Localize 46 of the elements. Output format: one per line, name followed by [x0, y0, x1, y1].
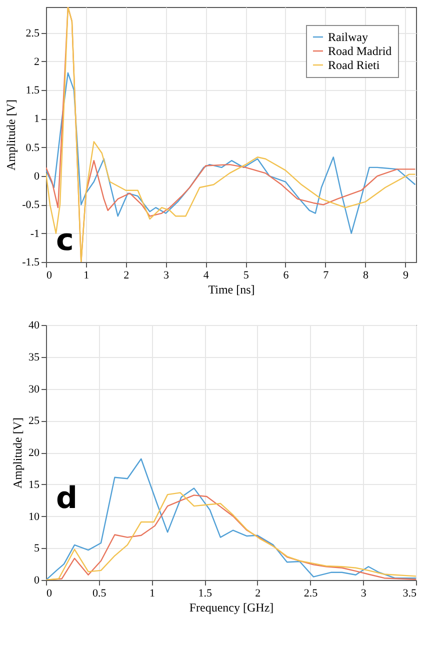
- y-tick-label: -0.5: [22, 199, 40, 212]
- y-tick-label: 15: [28, 478, 40, 491]
- line-series: [46, 72, 416, 234]
- legend-label: Road Rieti: [328, 58, 380, 72]
- y-tick-label: -1: [30, 228, 40, 240]
- x-tick-label: 2.5: [304, 588, 318, 600]
- y-tick-label: 40: [28, 320, 40, 332]
- x-tick-label: 3.5: [402, 588, 417, 600]
- y-tick-label: 20: [28, 447, 40, 459]
- y-tick-label: 0: [34, 170, 40, 183]
- x-tick-label: 3: [163, 270, 170, 282]
- y-tick-label: 5: [34, 542, 40, 555]
- x-tick-label: 1: [149, 588, 155, 600]
- x-tick-label: 0.5: [92, 588, 107, 600]
- x-tick-label: 6: [283, 270, 290, 282]
- y-tick-label: 2: [34, 56, 40, 68]
- y-tick-label: 1: [34, 113, 40, 126]
- x-tick-label: 4: [203, 270, 210, 282]
- x-tick-label: 2: [255, 588, 261, 600]
- x-axis-title: Frequency [GHz]: [189, 600, 274, 614]
- x-tick-label: 0: [46, 270, 52, 282]
- y-tick-label: 10: [28, 510, 40, 523]
- x-tick-label: 1.5: [198, 588, 212, 600]
- x-tick-label: 0: [46, 588, 52, 600]
- y-tick-label: 0.5: [26, 142, 40, 154]
- y-axis-title: Amplitude [V]: [4, 100, 18, 170]
- y-axis-title: Amplitude [V]: [10, 418, 24, 488]
- annotation: d: [56, 481, 78, 516]
- y-tick-label: 35: [28, 351, 40, 364]
- y-tick-label: -1.5: [22, 256, 40, 268]
- x-tick-label: 1: [84, 270, 90, 282]
- x-tick-label: 9: [402, 270, 409, 282]
- y-tick-label: 2.5: [26, 27, 40, 40]
- legend-label: Railway: [328, 30, 368, 44]
- y-tick-label: 0: [34, 574, 40, 586]
- x-tick-label: 5: [243, 270, 250, 282]
- x-tick-label: 8: [363, 270, 370, 282]
- annotation: c: [56, 223, 74, 258]
- legend-label: Road Madrid: [328, 44, 392, 58]
- x-axis-title: Time [ns]: [208, 282, 255, 296]
- x-tick-label: 3: [360, 588, 367, 600]
- y-tick-label: 1.5: [26, 84, 40, 97]
- y-tick-label: 30: [28, 383, 40, 396]
- y-tick-label: 25: [28, 415, 40, 428]
- x-tick-label: 7: [323, 270, 330, 282]
- x-tick-label: 2: [124, 270, 130, 282]
